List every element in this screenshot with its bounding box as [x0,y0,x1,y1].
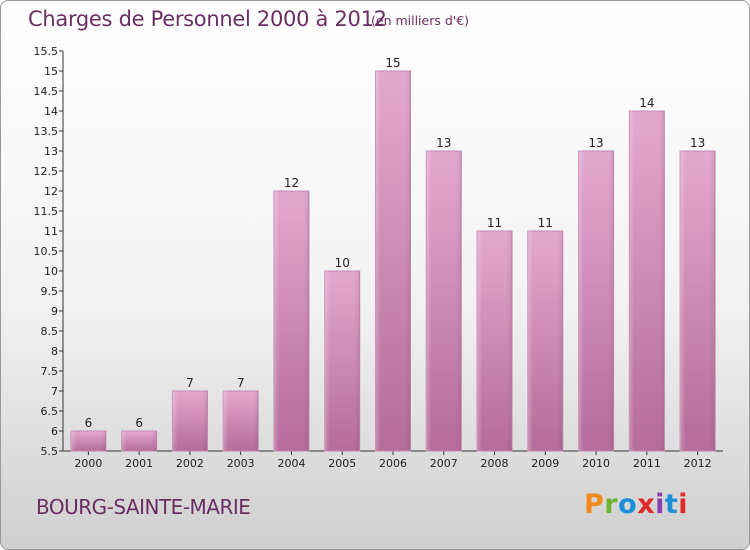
data-label: 11 [487,216,502,230]
x-tick-label: 2010 [582,457,610,470]
bar-shine [121,431,157,451]
data-label: 7 [186,376,194,390]
y-tick-label: 9.5 [41,285,59,298]
y-tick-label: 6 [51,425,58,438]
data-label: 6 [85,416,93,430]
y-tick-label: 15 [44,65,58,78]
bar-shine [578,151,614,451]
y-tick-label: 14 [44,105,58,118]
axes: 5.5 6 6.5 7 7.5 8 8.5 9 9.5 10 10.5 11 11.5 12 12.5 13 1… [34,45,723,458]
x-tick-label: 2009 [531,457,559,470]
x-tick-label: 2007 [430,457,458,470]
y-tick-label: 7 [51,385,58,398]
data-label: 7 [237,376,245,390]
chart-unit: (en milliers d'€) [371,13,470,28]
data-label: 14 [639,96,654,110]
bar-shine [527,231,563,451]
x-tick-label: 2006 [379,457,407,470]
brand-letter: i [678,489,689,520]
x-tick-label: 2000 [74,457,102,470]
y-tick-label: 9 [51,305,58,318]
y-tick-label: 13 [44,145,58,158]
x-tick-label: 2008 [481,457,509,470]
chart-title: Charges de Personnel 2000 à 2012 [28,7,387,31]
x-tick-label: 2001 [125,457,153,470]
data-label: 12 [284,176,299,190]
proxiti-logo[interactable]: Proxiti [584,489,688,520]
brand-letter: o [618,489,638,520]
data-label: 11 [538,216,553,230]
y-tick-label: 7.5 [41,365,59,378]
town-name: BOURG-SAINTE-MARIE [36,495,251,519]
bars [70,70,716,452]
bar-shine [680,151,716,451]
x-tick-label: 2003 [227,457,255,470]
brand-letter: i [655,489,665,520]
y-tick-label: 6.5 [41,405,59,418]
brand-letter: t [664,489,679,520]
x-tick-label: 2011 [633,457,661,470]
y-tick-label: 11.5 [34,205,59,218]
y-tick-label: 15.5 [34,45,59,58]
bar-shine [172,391,208,451]
y-tick-label: 14.5 [34,85,59,98]
bar-shine [70,431,106,451]
y-tick-label: 12.5 [34,165,59,178]
data-label: 13 [588,136,603,150]
labels: 2000 6 2001 6 2002 7 2003 7 2004 12 2005 10 2006 15 20… [74,56,711,470]
bar-shine [223,391,259,451]
x-tick-label: 2002 [176,457,204,470]
y-tick-label: 8.5 [41,325,59,338]
y-tick-label: 8 [51,345,58,358]
x-tick-label: 2012 [684,457,712,470]
data-label: 13 [436,136,451,150]
y-tick-label: 11 [44,225,58,238]
bar-shine [477,231,513,451]
bar-shine [324,271,360,451]
y-tick-label: 5.5 [41,445,59,458]
y-tick-label: 13.5 [34,125,59,138]
x-tick-label: 2004 [277,457,305,470]
data-label: 13 [690,136,705,150]
y-tick-label: 12 [44,185,58,198]
bar-shine [273,191,309,451]
y-tick-label: 10.5 [34,245,59,258]
y-tick-label: 10 [44,265,58,278]
data-label: 15 [385,56,400,70]
bar-shine [426,151,462,451]
bar-shine [629,111,665,451]
brand-letter: x [637,489,656,520]
data-label: 10 [335,256,350,270]
brand-letter: r [604,489,619,520]
x-tick-label: 2005 [328,457,356,470]
data-label: 6 [135,416,143,430]
brand-letter: P [584,489,605,520]
bar-shine [375,71,411,451]
